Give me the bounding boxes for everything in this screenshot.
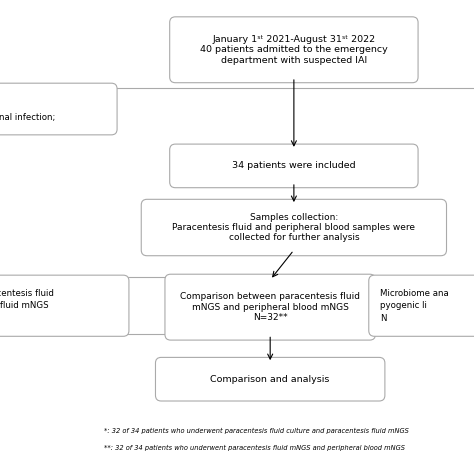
FancyBboxPatch shape [0, 275, 129, 337]
FancyBboxPatch shape [0, 83, 117, 135]
FancyBboxPatch shape [170, 17, 418, 83]
Text: N: N [380, 314, 387, 323]
Text: Comparison and analysis: Comparison and analysis [210, 375, 330, 383]
FancyBboxPatch shape [165, 274, 375, 340]
Text: *: 32 of 34 patients who underwent paracentesis fluid culture and paracentesis f: *: 32 of 34 patients who underwent parac… [104, 428, 409, 434]
Text: 34 patients were included: 34 patients were included [232, 162, 356, 170]
Text: Comparison between paracentesis fluid
mNGS and peripheral blood mNGS
N=32**: Comparison between paracentesis fluid mN… [180, 292, 360, 322]
Text: Confirmed with non intra-abdominal infection;: Confirmed with non intra-abdominal infec… [0, 113, 56, 122]
Text: pyogenic li: pyogenic li [380, 301, 427, 310]
FancyBboxPatch shape [141, 200, 447, 256]
Text: **: 32 of 34 patients who underwent paracentesis fluid mNGS and peripheral blood: **: 32 of 34 patients who underwent para… [104, 445, 405, 451]
Text: January 1ˢᵗ 2021-August 31ˢᵗ 2022
40 patients admitted to the emergency
departme: January 1ˢᵗ 2021-August 31ˢᵗ 2022 40 pat… [200, 35, 388, 64]
Text: paracentesis fluid: paracentesis fluid [0, 289, 54, 298]
Text: Samples collection:
Paracentesis fluid and peripheral blood samples were
collect: Samples collection: Paracentesis fluid a… [173, 213, 415, 242]
FancyBboxPatch shape [170, 144, 418, 188]
Text: Microbiome ana: Microbiome ana [380, 289, 449, 298]
FancyBboxPatch shape [155, 357, 385, 401]
FancyBboxPatch shape [369, 275, 474, 337]
Text: tesis fluid mNGS: tesis fluid mNGS [0, 301, 49, 310]
